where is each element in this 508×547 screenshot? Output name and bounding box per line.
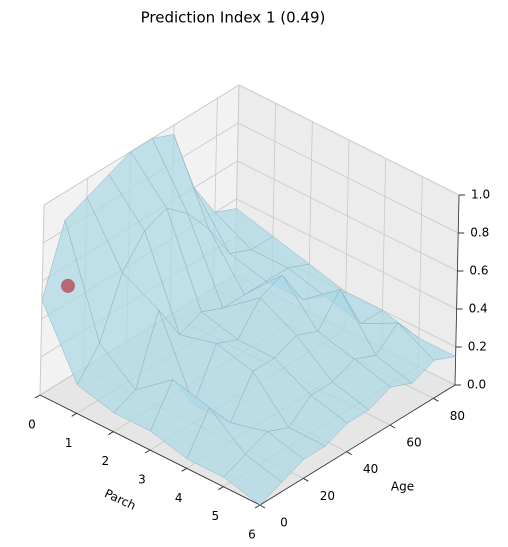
x-tick — [34, 394, 41, 399]
y-axis-label: Age — [391, 480, 414, 494]
y-tick — [259, 504, 266, 509]
y-tick-label: 60 — [406, 436, 421, 450]
y-tick — [389, 424, 396, 429]
y-tick — [346, 451, 352, 456]
grid-line — [236, 198, 457, 310]
y-tick-label: 80 — [450, 409, 465, 423]
z-tick-label: 0.0 — [467, 378, 486, 392]
z-tick-label: 1.0 — [471, 188, 490, 202]
y-tick — [303, 477, 309, 482]
grid-line — [238, 84, 460, 196]
prediction-point — [60, 278, 75, 293]
x-tick-label: 0 — [28, 418, 36, 432]
grid-line — [238, 122, 459, 234]
x-tick — [254, 504, 261, 509]
x-tick — [218, 486, 224, 491]
axis-line — [259, 384, 456, 506]
chart-title: Prediction Index 1 (0.49) — [141, 9, 326, 27]
surface-patch — [223, 453, 283, 506]
grid-line — [417, 176, 423, 367]
x-tick — [144, 449, 151, 454]
x-tick — [181, 467, 187, 472]
z-tick-label: 0.6 — [469, 264, 488, 278]
x-tick-label: 4 — [175, 491, 183, 505]
x-tick-label: 3 — [138, 473, 146, 487]
z-tick-label: 0.4 — [469, 302, 488, 316]
x-tick-label: 5 — [212, 509, 220, 523]
x-tick-label: 1 — [65, 436, 73, 450]
x-tick-label: 2 — [102, 454, 110, 468]
axis-line — [454, 194, 460, 386]
x-tick — [108, 431, 114, 436]
x-tick — [71, 412, 77, 417]
z-tick-label: 0.2 — [468, 340, 487, 354]
x-tick-label: 6 — [248, 528, 256, 542]
grid-line — [237, 160, 458, 272]
y-tick-label: 20 — [320, 489, 335, 503]
y-tick — [433, 397, 439, 402]
x-axis-label: Parch — [102, 486, 138, 513]
z-tick-label: 0.8 — [470, 226, 489, 240]
y-tick-label: 0 — [280, 516, 288, 530]
y-tick-label: 40 — [363, 462, 378, 476]
